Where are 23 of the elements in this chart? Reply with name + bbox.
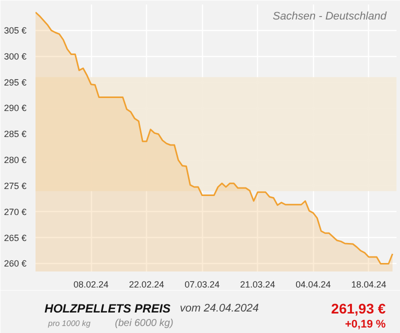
x-tick-label: 08.02.24: [74, 280, 109, 290]
x-tick-label: 07.03.24: [184, 280, 220, 290]
y-tick-label: 300 €: [4, 51, 27, 62]
x-tick-label: 21.03.24: [240, 280, 276, 290]
y-tick-label: 260 €: [4, 258, 27, 269]
text: +0,19 %: [345, 318, 386, 330]
text: 261,93 €: [331, 300, 386, 316]
y-tick-label: 275 €: [4, 180, 27, 191]
text: HOLZPELLETS PREIS: [44, 302, 171, 316]
y-tick-label: 265 €: [4, 232, 27, 243]
y-tick-label: 295 €: [4, 77, 27, 88]
text: vom 24.04.2024: [180, 302, 259, 314]
y-tick-label: 280 €: [4, 155, 27, 166]
x-tick-label: 04.04.24: [296, 280, 331, 290]
y-tick-label: 270 €: [4, 206, 27, 217]
text: (bei 6000 kg): [114, 318, 174, 329]
x-tick-label: 22.02.24: [129, 280, 164, 290]
y-tick-label: 290 €: [4, 103, 27, 114]
y-tick-label: 305 €: [4, 25, 27, 36]
x-tick-label: 18.04.24: [351, 280, 386, 290]
y-tick-label: 285 €: [4, 129, 27, 140]
text: Sachsen - Deutschland: [272, 10, 388, 22]
text: pro 1000 kg: [47, 319, 91, 328]
